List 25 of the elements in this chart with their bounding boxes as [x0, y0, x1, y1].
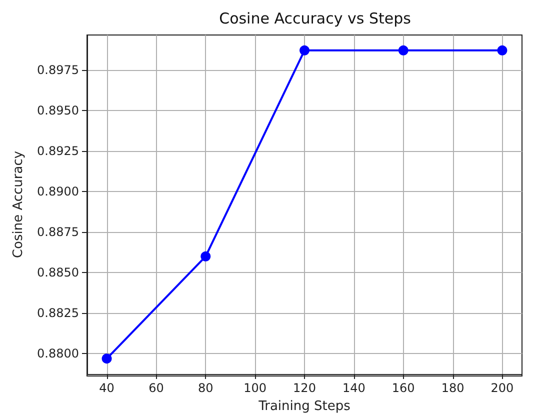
- x-tick-label: 180: [441, 381, 464, 395]
- y-tick-label: 0.8950: [37, 103, 79, 118]
- x-tick-label: 60: [148, 381, 164, 395]
- point: [398, 45, 408, 56]
- y-tick-label: 0.8975: [37, 62, 79, 77]
- x-tick-label: 140: [342, 381, 366, 395]
- x-tick-label: 200: [490, 381, 514, 395]
- x-axis-title: Training Steps: [258, 399, 351, 414]
- point: [102, 354, 112, 364]
- x-tick-label: 160: [392, 381, 415, 395]
- point: [300, 45, 310, 56]
- y-tick-label: 0.8825: [37, 306, 79, 320]
- y-tick-label: 0.8850: [37, 266, 79, 280]
- x-tick-label: 40: [99, 381, 114, 395]
- x-tick-label: 80: [198, 381, 214, 395]
- point: [200, 251, 211, 262]
- y-tick-label: 0.8900: [37, 184, 79, 199]
- chart-title: Cosine Accuracy vs Steps: [219, 10, 412, 28]
- y-tick-label: 0.8925: [37, 144, 79, 158]
- x-tick-label: 100: [244, 381, 267, 395]
- x-tick-label: 120: [293, 381, 316, 395]
- point: [497, 45, 508, 56]
- y-tick-label: 0.8800: [37, 346, 79, 361]
- y-tick-label: 0.8875: [37, 225, 79, 240]
- y-axis-title: Cosine Accuracy: [11, 150, 26, 258]
